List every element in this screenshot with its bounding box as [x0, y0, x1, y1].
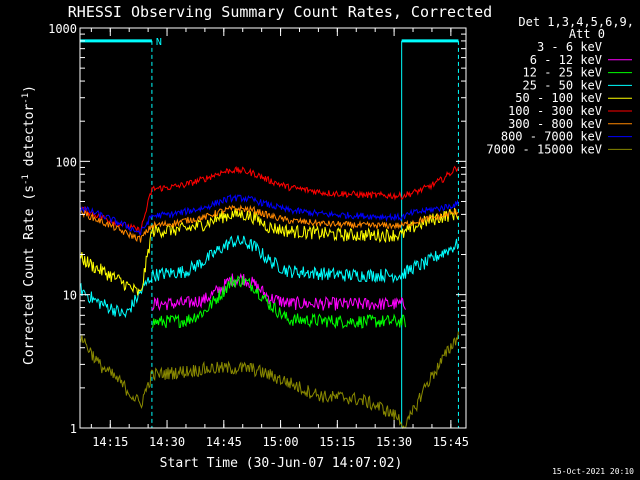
footer-timestamp: 15-Oct-2021 20:10	[552, 467, 634, 476]
y-axis-label: Corrected Count Rate (s-1 detector-1)	[21, 85, 37, 365]
x-axis: 14:15 14:30 14:45 15:00 15:15 15:30 15:45	[90, 28, 469, 449]
x-tick-label: 14:15	[92, 435, 128, 449]
legend-label: 6 - 12 keV	[530, 53, 602, 67]
x-axis-label: Start Time (30-Jun-07 14:07:02)	[160, 456, 403, 471]
legend-header-line2: Att 0	[569, 27, 605, 41]
series-lines	[79, 165, 459, 430]
y-axis-label-sup1: -1	[21, 174, 31, 185]
legend-label: 12 - 25 keV	[523, 66, 602, 80]
y-axis: 1 10 100 1000	[48, 22, 466, 436]
y-tick-label: 1	[70, 422, 77, 436]
legend-label: 7000 - 15000 keV	[486, 142, 602, 156]
y-axis-label-mid: detector	[22, 104, 37, 175]
y-tick-label: 10	[63, 289, 77, 303]
legend-label: 800 - 7000 keV	[501, 130, 602, 144]
legend-label: 300 - 800 keV	[508, 117, 602, 131]
series-line-4	[79, 207, 459, 296]
x-tick-label: 15:00	[263, 435, 299, 449]
legend-label: 3 - 6 keV	[537, 40, 602, 54]
series-line-2	[151, 275, 406, 329]
x-tick-label: 14:45	[206, 435, 242, 449]
y-axis-label-end: )	[22, 85, 37, 93]
legend-label: 25 - 50 keV	[523, 78, 602, 92]
chart-title: RHESSI Observing Summary Count Rates, Co…	[68, 3, 492, 21]
x-tick-label: 14:30	[149, 435, 185, 449]
series-line-6	[79, 204, 459, 243]
y-axis-label-main: Corrected Count Rate (s	[22, 185, 37, 365]
legend-label: 100 - 300 keV	[508, 104, 602, 118]
plot-area: N 1 10 100 1000 14:15 14:30 14:45 15:00 15:15 15…	[48, 22, 469, 449]
y-tick-label: 1000	[48, 22, 77, 36]
x-tick-label: 15:30	[376, 435, 412, 449]
series-line-0	[79, 336, 459, 430]
legend-header-line1: Det 1,3,4,5,6,9,	[518, 15, 634, 29]
series-line-1	[151, 272, 406, 312]
legend-label: 50 - 100 keV	[515, 91, 602, 105]
plot-frame	[79, 27, 467, 429]
night-label: N	[156, 37, 162, 48]
y-axis-label-sup2: -1	[21, 93, 31, 104]
night-bars: N	[80, 37, 459, 428]
series-line-8	[79, 331, 459, 430]
y-tick-label: 100	[55, 155, 77, 169]
series-line-7	[79, 194, 459, 236]
x-tick-label: 15:45	[433, 435, 469, 449]
series-line-5	[79, 165, 459, 235]
x-tick-label: 15:15	[319, 435, 355, 449]
